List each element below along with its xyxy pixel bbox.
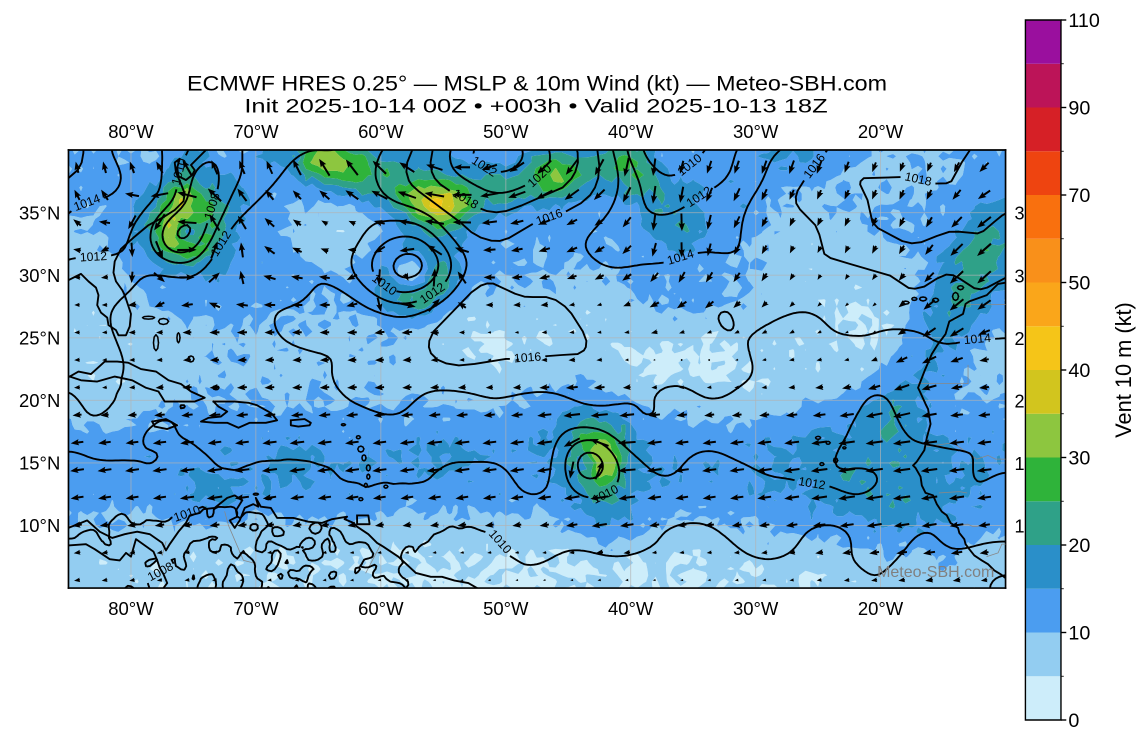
svg-text:0: 0	[1068, 710, 1079, 732]
svg-text:20: 20	[1068, 535, 1090, 557]
svg-text:1012: 1012	[79, 249, 107, 265]
svg-text:20°W: 20°W	[858, 598, 904, 619]
svg-text:1018: 1018	[903, 169, 933, 188]
svg-text:10: 10	[1068, 623, 1090, 645]
svg-text:20°W: 20°W	[858, 121, 904, 142]
svg-text:40: 40	[1068, 360, 1090, 382]
svg-text:1014: 1014	[963, 331, 992, 347]
svg-text:70°W: 70°W	[233, 598, 279, 619]
svg-text:50: 50	[1068, 273, 1090, 295]
svg-text:ECMWF HRES 0.25° — MSLP & 10m: ECMWF HRES 0.25° — MSLP & 10m Wind (kt) …	[187, 72, 887, 96]
svg-text:1016: 1016	[513, 350, 541, 366]
svg-text:20°N: 20°N	[19, 390, 60, 411]
svg-text:30: 30	[1068, 448, 1090, 470]
svg-text:40°W: 40°W	[608, 598, 654, 619]
svg-text:80°W: 80°W	[108, 598, 154, 619]
svg-text:70: 70	[1068, 185, 1090, 207]
svg-text:80°W: 80°W	[108, 121, 154, 142]
svg-text:Meteo-SBH.com: Meteo-SBH.com	[877, 564, 994, 581]
svg-text:30°W: 30°W	[733, 121, 779, 142]
svg-text:30°N: 30°N	[19, 265, 60, 286]
svg-text:70°W: 70°W	[233, 121, 279, 142]
svg-text:Vent 10 m (kt): Vent 10 m (kt)	[1111, 302, 1136, 438]
svg-text:90: 90	[1068, 98, 1090, 120]
svg-text:Init 2025-10-14 00Z • +003h •: Init 2025-10-14 00Z • +003h • Valid 2025…	[244, 96, 827, 118]
svg-text:60°W: 60°W	[358, 598, 404, 619]
svg-text:10°N: 10°N	[19, 515, 60, 536]
svg-text:35°N: 35°N	[19, 202, 60, 223]
svg-text:15°N: 15°N	[19, 453, 60, 474]
svg-text:30°W: 30°W	[733, 598, 779, 619]
svg-text:40°W: 40°W	[608, 121, 654, 142]
svg-text:1012: 1012	[797, 474, 826, 492]
svg-text:50°W: 50°W	[483, 598, 529, 619]
svg-text:25°N: 25°N	[19, 327, 60, 348]
svg-text:50°W: 50°W	[483, 121, 529, 142]
svg-text:110: 110	[1068, 10, 1099, 32]
svg-text:60°W: 60°W	[358, 121, 404, 142]
